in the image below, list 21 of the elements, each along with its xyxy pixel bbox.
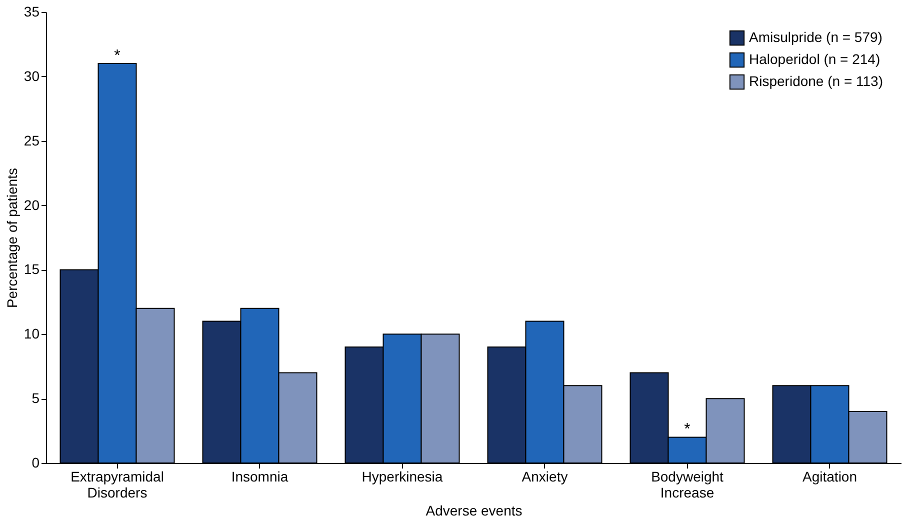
annotation: * [114, 48, 120, 65]
x-tick-label: Bodyweight Increase [651, 468, 724, 500]
y-tick-label: 10 [24, 326, 40, 342]
x-tick-label: Extrapyramidal Disorders [70, 468, 164, 500]
y-tick-label: 30 [24, 68, 40, 84]
y-tick-label: 0 [32, 454, 40, 470]
x-tick-label: Insomnia [231, 468, 288, 484]
y-tick-label: 15 [24, 261, 40, 278]
y-axis-title: Percentage of patients [4, 168, 20, 308]
x-axis-title: Adverse events [426, 502, 522, 518]
x-tick-label: Agitation [802, 468, 857, 484]
annotation: * [684, 421, 690, 438]
y-tick-label: 35 [24, 4, 40, 20]
legend-label: Amisulpride (n = 579) [749, 29, 882, 45]
y-tick-label: 20 [24, 196, 40, 213]
x-tick-label: Hyperkinesia [362, 468, 443, 484]
legend-label: Risperidone (n = 113) [749, 73, 883, 89]
x-tick-label: Anxiety [522, 468, 568, 484]
y-tick-label: 25 [24, 132, 40, 148]
y-tick-label: 5 [32, 390, 40, 406]
legend-label: Haloperidol (n = 214) [749, 51, 880, 67]
